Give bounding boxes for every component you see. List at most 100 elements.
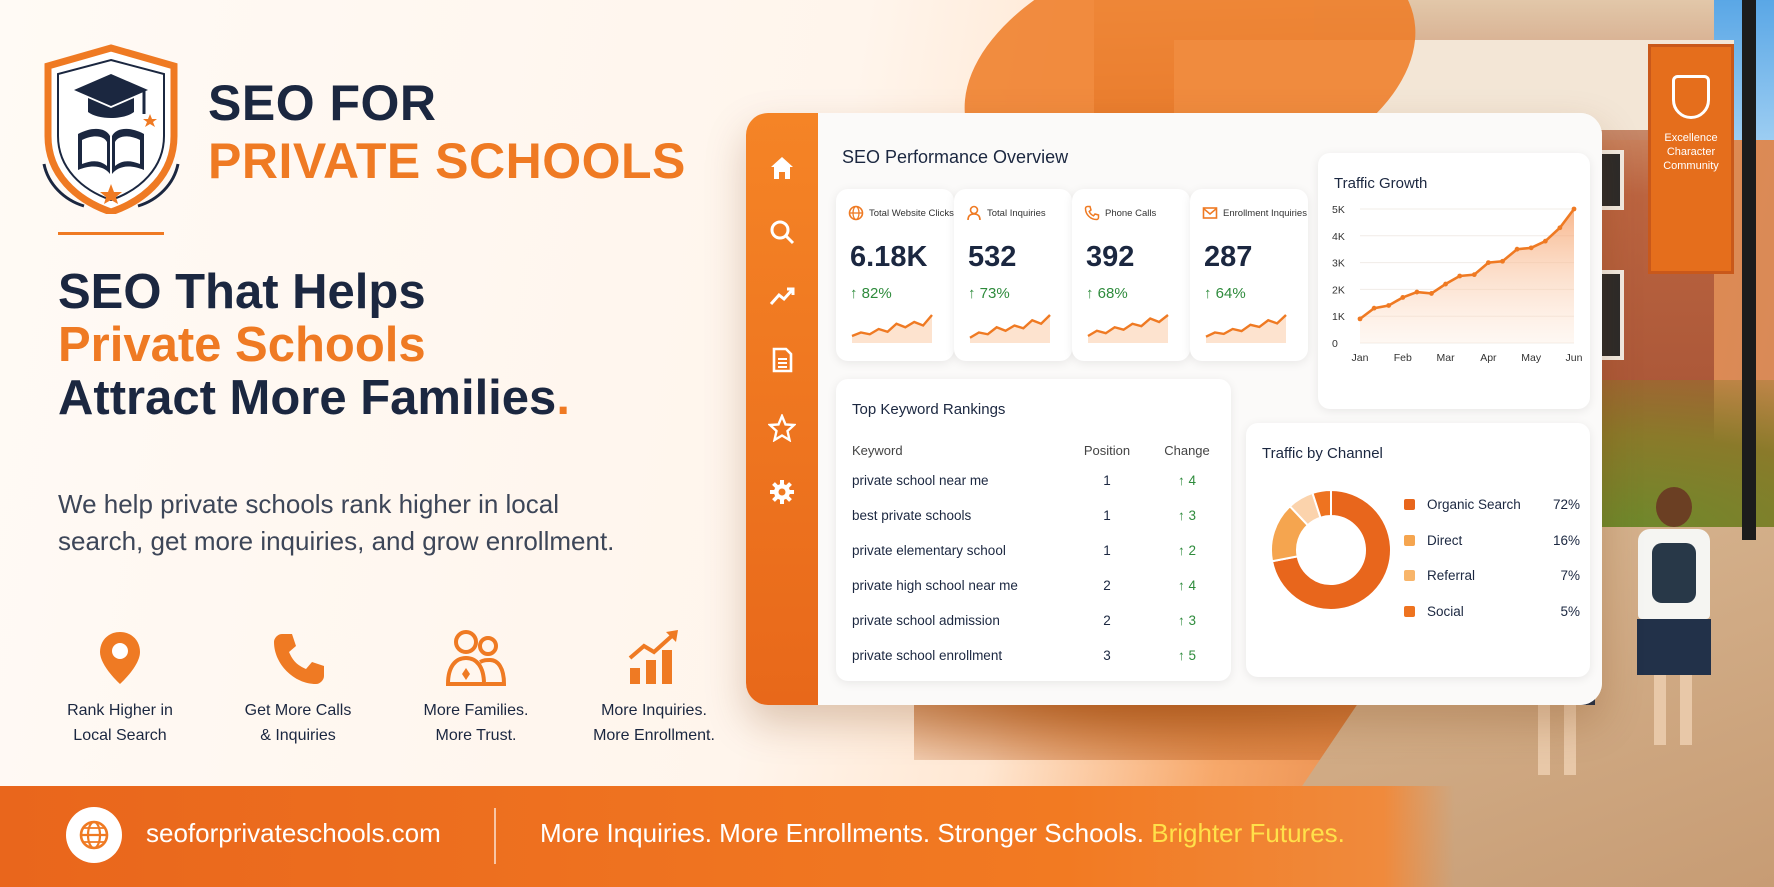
- keyword-cell: private school enrollment: [852, 648, 1003, 663]
- feature-label-line1: Rank Higher in: [67, 702, 173, 719]
- traffic-point: [1528, 245, 1534, 251]
- divider-rule: [58, 232, 164, 235]
- feature-list: Rank Higher in Local Search Get More Cal…: [40, 628, 740, 758]
- x-tick-label: Jan: [1352, 352, 1369, 364]
- feature-label-line1: More Families.: [423, 702, 529, 719]
- gear-icon[interactable]: [767, 477, 797, 507]
- table-row[interactable]: private high school near me 2 ↑ 4: [852, 568, 1222, 603]
- legend-pct: 5%: [1560, 603, 1580, 619]
- column-header-change[interactable]: Change: [1164, 442, 1210, 458]
- legend-item[interactable]: Referral 7%: [1404, 558, 1580, 594]
- x-tick-label: Mar: [1437, 352, 1456, 364]
- traffic-point: [1557, 225, 1563, 231]
- footer-tagline: More Inquiries. More Enrollments. Strong…: [540, 818, 1345, 849]
- kpi-label: Total Website Clicks: [869, 207, 954, 219]
- home-icon[interactable]: [767, 153, 797, 183]
- map-pin-icon: [100, 632, 140, 684]
- keyword-cell: private school near me: [852, 473, 989, 488]
- kpi-sparkline: [1205, 314, 1287, 343]
- traffic-point: [1443, 281, 1448, 287]
- x-tick-label: Feb: [1394, 352, 1412, 364]
- headline: SEO That Helps Private Schools Attract M…: [58, 266, 570, 425]
- kpi-sparkline: [1087, 314, 1169, 343]
- x-tick-label: Apr: [1480, 352, 1497, 364]
- keyword-cell: private school admission: [852, 613, 1000, 628]
- table-row[interactable]: private elementary school 1 ↑ 2: [852, 533, 1222, 568]
- y-tick-label: 2K: [1332, 284, 1345, 296]
- feature-label-line2: More Enrollment.: [593, 727, 715, 744]
- legend-swatch: [1404, 499, 1415, 511]
- school-shield-logo-icon: [42, 44, 180, 214]
- column-header-keyword[interactable]: Keyword: [852, 442, 903, 458]
- change-cell: ↑ 4: [1177, 473, 1196, 488]
- position-cell: 3: [1103, 648, 1111, 663]
- table-row[interactable]: best private schools 1 ↑ 3: [852, 498, 1222, 533]
- legend-item[interactable]: Social 5%: [1404, 594, 1580, 630]
- kpi-card-enrollment-inquiries[interactable]: Enrollment Inquiries 287 ↑ 64%: [1190, 189, 1308, 361]
- legend-item[interactable]: Organic Search 72%: [1404, 487, 1580, 523]
- website-link[interactable]: seoforprivateschools.com: [146, 818, 441, 848]
- feature-more-families: More Families. More Trust.: [396, 628, 556, 748]
- kpi-card-website-clicks[interactable]: Total Website Clicks 6.18K ↑ 82%: [836, 189, 954, 361]
- kpi-sparkline: [969, 314, 1051, 343]
- document-icon[interactable]: [767, 345, 797, 375]
- channel-legend: Organic Search 72% Direct 16% Referral 7…: [1404, 487, 1580, 629]
- search-icon[interactable]: [767, 217, 797, 247]
- change-cell: ↑ 2: [1177, 543, 1196, 558]
- headline-line1: SEO That Helps: [58, 265, 426, 319]
- traffic-line: [1359, 208, 1576, 320]
- traffic-by-channel-card[interactable]: Traffic by Channel Organic Search 72% Di…: [1246, 423, 1590, 677]
- user-icon: [967, 205, 981, 221]
- kpi-label: Phone Calls: [1105, 207, 1157, 219]
- kpi-value: 6.18K: [850, 241, 928, 273]
- star-icon[interactable]: [767, 413, 797, 443]
- dashboard-title: SEO Performance Overview: [842, 147, 1069, 167]
- family-icon: [445, 630, 507, 686]
- kpi-sparkline: [851, 314, 933, 343]
- legend-name: Social: [1427, 603, 1464, 619]
- traffic-point: [1386, 303, 1392, 308]
- y-tick-label: 4K: [1332, 231, 1345, 243]
- kpi-card-inquiries[interactable]: Total Inquiries 532 ↑ 73%: [954, 189, 1072, 361]
- table-row[interactable]: private school admission 2 ↑ 3: [852, 603, 1222, 638]
- brand-title-line1: SEO FOR: [208, 75, 437, 131]
- dashboard-body: SEO Performance Overview Total Website C…: [818, 113, 1602, 705]
- table-row[interactable]: private school near me 1 ↑ 4: [852, 463, 1222, 498]
- website-badge[interactable]: [66, 807, 122, 863]
- change-cell: ↑ 3: [1177, 613, 1196, 628]
- feature-label-line1: Get More Calls: [244, 702, 352, 719]
- column-header-position[interactable]: Position: [1083, 442, 1131, 458]
- legend-pct: 72%: [1552, 497, 1580, 513]
- seo-dashboard: SEO Performance Overview Total Website C…: [746, 113, 1602, 705]
- y-tick-label: 3K: [1332, 258, 1345, 270]
- brand-title-line2: PRIVATE SCHOOLS: [208, 133, 686, 189]
- change-cell: ↑ 5: [1177, 648, 1196, 663]
- feature-more-inquiries: More Inquiries. More Enrollment.: [574, 628, 734, 748]
- trend-icon[interactable]: [767, 281, 797, 311]
- keyword-rankings-card: Top Keyword Rankings Keyword Position Ch…: [836, 379, 1231, 681]
- feature-rank-higher: Rank Higher in Local Search: [40, 628, 200, 748]
- kpi-change: ↑ 82%: [850, 285, 892, 302]
- sparkline-line: [851, 314, 933, 338]
- traffic-channel-title: Traffic by Channel: [1262, 445, 1383, 462]
- kpi-change: ↑ 73%: [968, 285, 1010, 302]
- traffic-growth-card[interactable]: Traffic Growth 0 1K 2K 3K 4K 5K Jan Feb Mar Apr Ma…: [1318, 153, 1590, 409]
- headline-line2: Private Schools: [58, 318, 426, 372]
- sparkline-line: [1087, 314, 1169, 338]
- banner-crest-icon: [1672, 75, 1710, 119]
- donut-slice: [1270, 488, 1392, 611]
- globe-icon: [848, 205, 864, 221]
- school-banner: Excellence Character Community: [1648, 44, 1734, 274]
- traffic-point: [1400, 295, 1406, 300]
- sparkline-line: [969, 314, 1051, 339]
- table-row[interactable]: private school enrollment 3 ↑ 5: [852, 638, 1222, 673]
- keyword-cell: private elementary school: [852, 543, 1006, 558]
- legend-item[interactable]: Direct 16%: [1404, 523, 1580, 559]
- footer-tagline-highlight: Brighter Futures.: [1151, 818, 1345, 848]
- position-cell: 1: [1103, 543, 1111, 558]
- kpi-value: 287: [1204, 241, 1253, 273]
- position-cell: 2: [1103, 613, 1111, 628]
- kpi-card-phone-calls[interactable]: Phone Calls 392 ↑ 68%: [1072, 189, 1190, 361]
- traffic-point: [1500, 258, 1505, 264]
- legend-name: Referral: [1427, 568, 1476, 584]
